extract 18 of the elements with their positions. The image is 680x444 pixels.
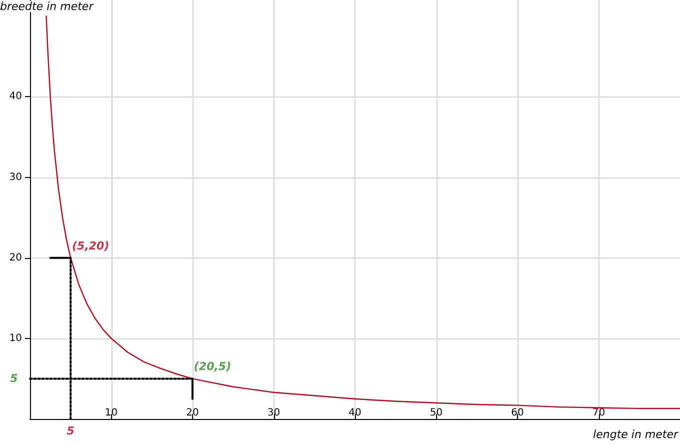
y-tick-label: 10 [9,332,22,344]
y-tick-label: 30 [9,172,22,183]
y-tick-label: 40 [9,91,22,102]
line-series [46,16,680,410]
annotation: 5 [10,372,18,386]
x-tick-label: 40 [348,408,362,418]
annotation: 5 [66,424,75,438]
x-tick-label: 60 [511,408,524,418]
x-tick-label: 20 [186,408,199,418]
x-tick-label: 10 [104,408,118,418]
annotation: (5,20) [72,239,110,252]
annotation: (20,5) [194,360,232,374]
x-tick-label: 50 [430,408,443,418]
y-axis-title: breedte in meter [0,0,95,13]
x-tick-label: 70 [592,408,606,418]
y-tick-label: 20 [9,252,22,264]
x-tick-label: 30 [267,408,280,418]
x-axis-title: lengte in meter [593,428,680,441]
